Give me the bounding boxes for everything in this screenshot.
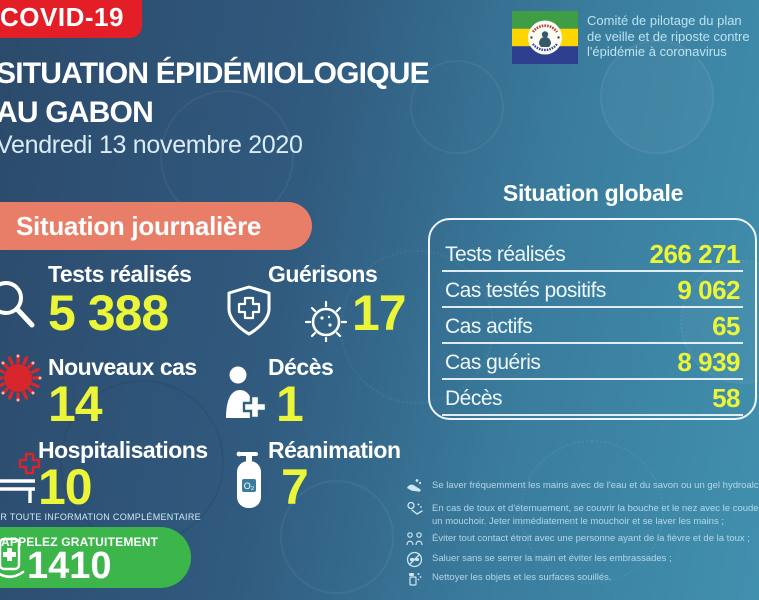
global-row-tests: Tests réalisés 266 271 [442,236,743,272]
global-row-label: Cas testés positifs [445,279,606,302]
stat-label-reanimation: Réanimation [268,437,401,463]
global-row-positifs: Cas testés positifs 9 062 [442,272,743,308]
hotline-cta: APPELEZ GRATUITEMENT [1,535,159,549]
covid-19-badge-label: COVID-19 [0,1,124,32]
handwash-icon [407,479,422,492]
global-row-value: 9 062 [677,275,740,305]
tip-text-line: Se laver fréquemment les mains avec de l… [432,480,759,491]
stat-label-nouveaux-cas: Nouveaux cas [48,354,197,380]
global-row-label: Cas actifs [445,315,533,338]
global-row-value: 8 939 [677,347,740,377]
hotline-pill: APPELEZ GRATUITEMENT 1410 [0,527,191,588]
stat-label-guerisons: Guérisons [268,261,378,287]
global-row-value: 266 271 [649,239,741,269]
gabon-flag-logo [512,11,578,64]
stat-label-tests: Tests réalisés [48,261,192,287]
distance-icon [406,532,423,546]
page-title-line2: AU GABON [0,96,154,129]
no-handshake-icon [406,551,423,568]
stat-label-deces: Décès [268,354,334,380]
global-row-value: 58 [712,383,740,413]
virus-icon [0,354,42,402]
magnifier-icon [0,281,35,328]
shield-cross-virus-icon [227,285,348,342]
page-title-line1: SITUATION ÉPIDÉMIOLOGIQUE [0,57,430,90]
oxygen-tank-icon: O₂ [236,451,261,508]
stat-value-reanimation: 7 [281,459,309,515]
clean-surfaces-icon [409,573,422,586]
stat-value-tests: 5 388 [48,285,169,341]
hospital-bed-icon [0,452,41,503]
stat-value-hospitalisations: 10 [38,459,93,515]
global-row-label: Cas guéris [445,351,541,374]
report-date: Vendredi 13 novembre 2020 [0,131,303,159]
tip-text-line: Nettoyer les objets et les surfaces soui… [432,572,612,583]
global-row-label: Tests réalisés [445,243,566,266]
hotline-note: POUR TOUTE INFORMATION COMPLÉMENTAIRE [0,512,201,522]
committee-line: Comité de pilotage du plan [587,13,742,28]
stat-value-deces: 1 [276,376,304,432]
tip-text-line: un mouchoir. Jeter immédiatement le mouc… [432,515,724,527]
global-section-title: Situation globale [502,180,684,206]
committee-text: Comité de pilotage du plan de veille et … [587,13,759,60]
global-row-actifs: Cas actifs 65 [442,308,743,344]
covid-19-badge: COVID-19 [0,0,142,38]
svg-text:O₂: O₂ [244,481,255,491]
global-row-gueris: Cas guéris 8 939 [442,344,743,380]
tip-text-line: Éviter tout contact étroit avec une pers… [432,533,750,544]
global-row-label: Décès [445,387,503,410]
committee-line: l'épidémie à coronavirus [587,44,727,59]
daily-section-badge: Situation journalière [0,202,312,250]
stat-label-hospitalisations: Hospitalisations [38,437,208,463]
hotline-number: 1410 [27,545,112,587]
global-row-deces: Décès 58 [442,380,743,416]
tip-text-line: En cas de toux et d'éternuement, se couv… [432,503,759,514]
stat-value-guerisons: 17 [352,285,407,341]
stat-value-nouveaux-cas: 14 [48,376,103,432]
person-cross-icon [226,366,268,420]
global-stats-panel: Tests réalisés 266 271 Cas testés positi… [428,218,757,420]
global-row-value: 65 [712,311,740,341]
phone-hand-icon [0,537,25,579]
sneeze-elbow-icon [407,501,423,515]
tip-text-line: Saluer sans se serrer la main et éviter … [432,553,672,564]
committee-line: de veille et de riposte contre [587,28,750,44]
